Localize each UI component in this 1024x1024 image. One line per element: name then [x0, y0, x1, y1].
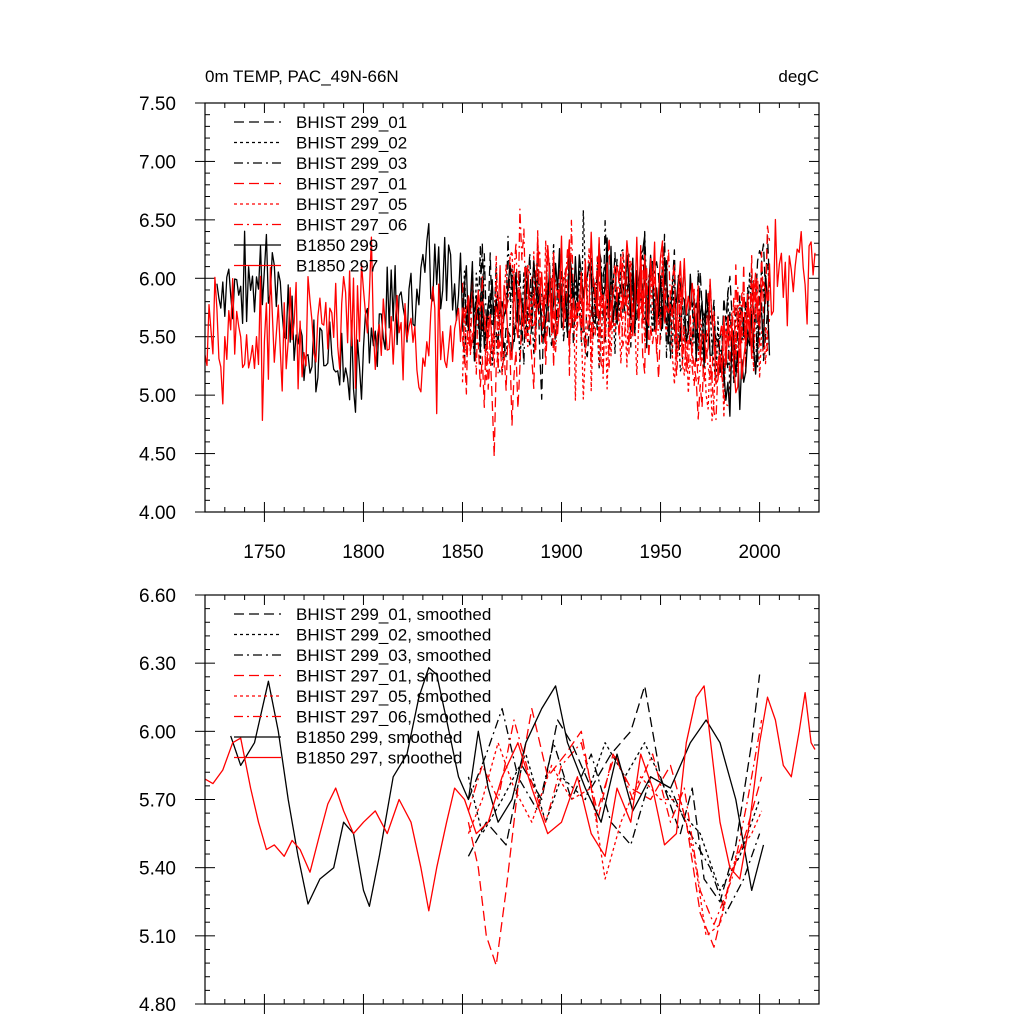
series-line-bhist-297-01-smoothed	[467, 707, 763, 967]
legend-label: B1850 299	[296, 236, 378, 255]
legend-label: BHIST 297_06, smoothed	[296, 708, 491, 727]
bottom-legend: BHIST 299_01, smoothed BHIST 299_02, smoo…	[234, 605, 491, 768]
series-line-bhist-299-01	[461, 233, 771, 400]
y-tick-label: 5.70	[139, 791, 176, 812]
legend-label: BHIST 297_01	[296, 175, 407, 194]
y-tick-label: 6.30	[139, 654, 176, 675]
series-line-bhist-297-05	[461, 229, 771, 422]
legend-label: BHIST 297_05, smoothed	[296, 687, 491, 706]
x-tick-label: 1900	[540, 542, 582, 563]
top-title-left: 0m TEMP, PAC_49N-66N	[205, 67, 399, 86]
bottom-plot-frame	[204, 594, 820, 1005]
y-tick-label: 5.00	[139, 386, 176, 407]
top-series-layer	[205, 208, 816, 458]
series-line-b1850-299-smoothed	[230, 667, 765, 907]
y-tick-label: 5.40	[139, 859, 176, 880]
x-tick-label: 2000	[738, 542, 780, 563]
x-tick-label: 1950	[639, 542, 681, 563]
legend-label: BHIST 299_03, smoothed	[296, 646, 491, 665]
series-line-bhist-297-06-smoothed	[467, 719, 763, 926]
legend-label: BHIST 297_06	[296, 216, 407, 235]
bottom-tick-layer: 4.80 5.10 5.40 5.70 6.00 6.30 6.60	[139, 586, 819, 1016]
legend-label: B1850 297, smoothed	[296, 749, 462, 768]
top-tick-layer: 1750 1800 1850 1900 1950 2000 4.00 4.50 5.00 5.50…	[139, 94, 819, 563]
top-title-right: degC	[778, 67, 819, 86]
series-line-bhist-299-02-smoothed	[467, 742, 761, 892]
x-tick-label: 1800	[342, 542, 384, 563]
top-plot-frame	[204, 102, 820, 513]
legend-label: BHIST 297_05	[296, 195, 407, 214]
series-line-bhist-299-01-smoothed	[467, 674, 761, 903]
bottom-series-layer	[205, 667, 816, 967]
y-tick-label: 6.60	[139, 586, 176, 607]
legend-label: B1850 297	[296, 257, 378, 276]
legend-label: BHIST 297_01, smoothed	[296, 667, 491, 686]
legend-label: B1850 299, smoothed	[296, 728, 462, 747]
y-tick-label: 7.50	[139, 94, 176, 115]
series-line-b1850-297	[205, 218, 816, 422]
bottom-panel: 4.80 5.10 5.40 5.70 6.00 6.30 6.60 BHIST 299_0…	[139, 586, 820, 1016]
x-tick-label: 1850	[441, 542, 483, 563]
top-panel: 0m TEMP, PAC_49N-66N degC 1750 1800 1850 19…	[139, 67, 820, 563]
series-line-bhist-299-03-smoothed	[467, 707, 761, 914]
y-tick-label: 5.50	[139, 328, 176, 349]
y-tick-label: 6.00	[139, 722, 176, 743]
y-tick-label: 6.00	[139, 269, 176, 290]
legend-label: BHIST 299_03	[296, 154, 407, 173]
series-line-bhist-297-06	[461, 208, 771, 421]
series-line-bhist-297-01	[461, 225, 771, 458]
legend-label: BHIST 299_01, smoothed	[296, 605, 491, 624]
y-tick-label: 4.50	[139, 445, 176, 466]
x-tick-label: 1750	[243, 542, 285, 563]
legend-label: BHIST 299_02, smoothed	[296, 626, 491, 645]
legend-label: BHIST 299_02	[296, 134, 407, 153]
series-line-b1850-299	[216, 223, 771, 417]
y-tick-label: 4.80	[139, 995, 176, 1016]
y-tick-label: 4.00	[139, 503, 176, 524]
y-tick-label: 7.00	[139, 152, 176, 173]
y-tick-label: 6.50	[139, 211, 176, 232]
series-line-b1850-297-smoothed	[205, 685, 816, 912]
legend-label: BHIST 299_01	[296, 113, 407, 132]
y-tick-label: 5.10	[139, 927, 176, 948]
